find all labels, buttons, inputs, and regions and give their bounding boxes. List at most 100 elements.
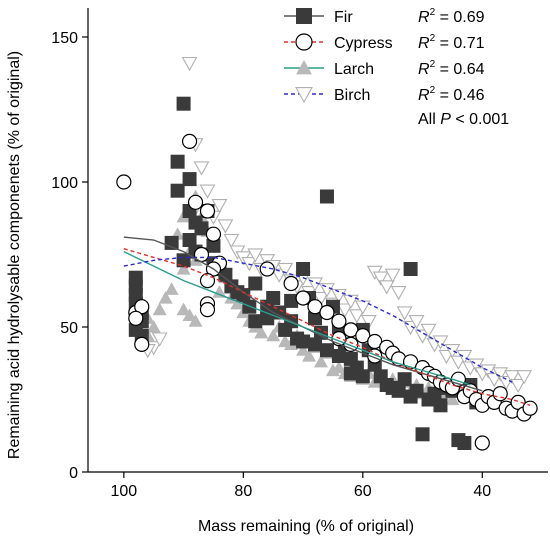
data-point [313,354,328,368]
data-point [522,400,538,416]
fit-line-birch [123,256,513,383]
axes: 100 80 60 40 0 50 100 150 [51,8,548,500]
data-point [170,183,185,198]
data-point [308,311,323,326]
r2-symbol: R [418,61,430,78]
data-point [403,262,418,276]
data-point [259,261,275,277]
data-point [397,372,412,387]
data-point [420,323,437,339]
data-point [188,314,203,327]
r2-value: = 0.46 [435,87,484,104]
data-point [433,398,448,413]
data-point [128,310,144,326]
x-tick-label: 60 [354,483,372,500]
legend-marker [296,8,312,24]
data-point [432,335,449,350]
data-point [205,226,222,242]
data-point [212,285,227,298]
data-point [199,203,216,219]
data-point [348,309,365,324]
x-tick-label: 100 [110,483,137,500]
data-point [445,392,460,406]
data-point [343,366,358,381]
data-point [308,337,323,352]
legend-r2: R2 = 0.64 [418,59,485,78]
data-point [182,233,197,247]
legend-item-birch: Birch R2 = 0.46 [284,85,485,104]
plot-area [116,56,538,451]
data-point [254,325,269,339]
data-point [510,378,527,394]
data-point [181,133,198,149]
fit-line-larch [123,250,471,386]
y-tick-label: 150 [51,30,78,47]
stat-annotation: All P < 0.001 [418,111,509,128]
r2-value: = 0.64 [435,61,484,78]
data-point [474,435,490,451]
data-point [336,303,353,318]
data-point [342,294,359,310]
data-point [187,194,204,210]
data-point [427,386,442,401]
data-point [151,332,168,347]
data-point [504,370,521,385]
data-point [408,315,425,330]
data-point [206,238,221,253]
r2-symbol: R [418,9,430,26]
data-point [194,221,209,236]
data-point [152,302,167,316]
r2-value: = 0.69 [435,9,484,26]
legend-item-larch: Larch R2 = 0.64 [284,59,485,78]
data-point [396,306,413,321]
data-point [164,235,179,250]
data-point [391,383,406,398]
data-point [296,334,311,349]
x-tick-label: 80 [234,483,252,500]
data-point [390,286,407,301]
y-tick-label: 50 [60,320,78,337]
data-point [230,296,245,310]
data-point [134,336,150,352]
data-point [296,262,311,276]
x-ticks: 100 80 60 40 [110,472,491,500]
legend-marker [296,60,312,75]
data-point [146,320,161,333]
data-point [492,386,508,402]
r2-superscript: 2 [430,33,436,44]
data-point [170,154,185,169]
data-point [331,349,346,363]
data-point [199,184,216,199]
data-point [313,291,329,307]
data-point [307,299,323,315]
data-point [409,383,424,398]
x-tick-label: 40 [473,483,491,500]
data-point [295,290,311,306]
data-point [199,302,216,318]
r2-superscript: 2 [430,59,436,70]
legend-r2: R2 = 0.46 [418,85,485,104]
data-point [217,219,234,234]
r2-superscript: 2 [430,85,436,96]
data-point [218,267,233,282]
legend-r2: R2 = 0.71 [418,33,485,52]
data-point [248,276,263,291]
x-axis-title: Mass remaining (% of original) [198,518,414,535]
data-point [199,273,216,289]
annotation-prefix: All [418,111,440,128]
data-point [319,189,334,204]
data-point [319,343,334,358]
data-point [277,262,294,278]
data-point [456,349,473,365]
data-point [193,161,210,176]
data-point [302,349,317,362]
data-point [319,283,335,298]
data-point [457,436,472,450]
annotation-italic: P [440,111,451,128]
data-point [176,96,191,111]
data-point [372,271,389,286]
data-point [248,314,263,329]
data-point [378,280,395,295]
